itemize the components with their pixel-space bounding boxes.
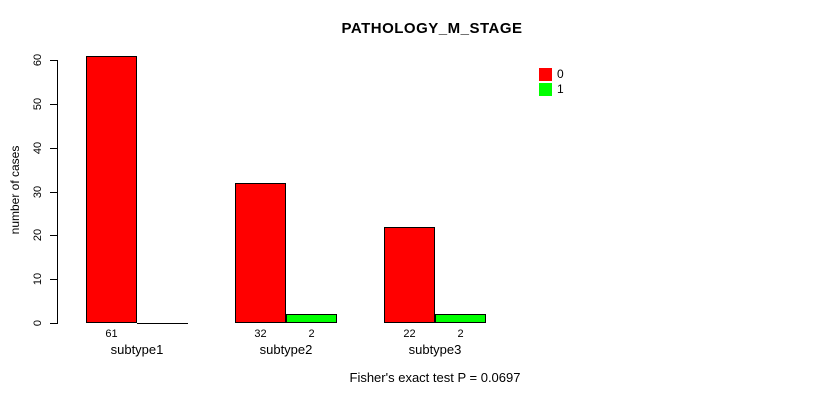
y-axis-tick (50, 323, 57, 324)
legend-swatch-green (539, 82, 552, 96)
bar-value-label: 22 (403, 328, 416, 340)
bar-value-label: 32 (254, 328, 267, 340)
bar-subtype1-0 (86, 56, 137, 323)
y-tick-label: 0 (32, 319, 44, 327)
legend-swatch-red (539, 67, 552, 81)
bar-value-label: 2 (308, 328, 315, 340)
category-label-subtype3: subtype3 (408, 342, 462, 357)
bar-value-label: 61 (105, 328, 118, 340)
y-tick-label: 10 (32, 273, 44, 286)
bar-subtype3-0 (384, 227, 435, 323)
legend-entry: 1 (539, 82, 564, 96)
bar-subtype3-1 (435, 314, 486, 323)
y-axis-tick (50, 279, 57, 281)
y-axis-tick (50, 147, 57, 149)
y-axis-tick (50, 235, 57, 237)
y-tick-label: 40 (32, 141, 44, 154)
bar-subtype2-1 (286, 314, 337, 323)
category-label-subtype1: subtype1 (110, 342, 164, 357)
y-tick-label: 60 (32, 53, 44, 67)
y-tick-label: 30 (32, 185, 44, 198)
chart-title: PATHOLOGY_M_STAGE (341, 20, 523, 37)
y-tick-label: 20 (32, 229, 44, 242)
bar-subtype2-0 (235, 183, 286, 323)
legend: 0 1 (539, 67, 564, 96)
y-axis-tick (50, 191, 57, 193)
category-label-subtype2: subtype2 (259, 342, 313, 357)
y-axis-line (57, 60, 58, 324)
y-axis-tick (50, 103, 57, 105)
y-tick-label: 50 (32, 97, 44, 110)
y-axis-tick (50, 60, 57, 61)
bar-value-label: 2 (457, 328, 464, 340)
legend-label: 1 (557, 81, 564, 96)
legend-label: 0 (557, 66, 564, 81)
legend-entry: 0 (539, 67, 564, 81)
zero-bar-baseline (137, 323, 188, 324)
fisher-test-annotation: Fisher's exact test P = 0.0697 (349, 370, 521, 385)
